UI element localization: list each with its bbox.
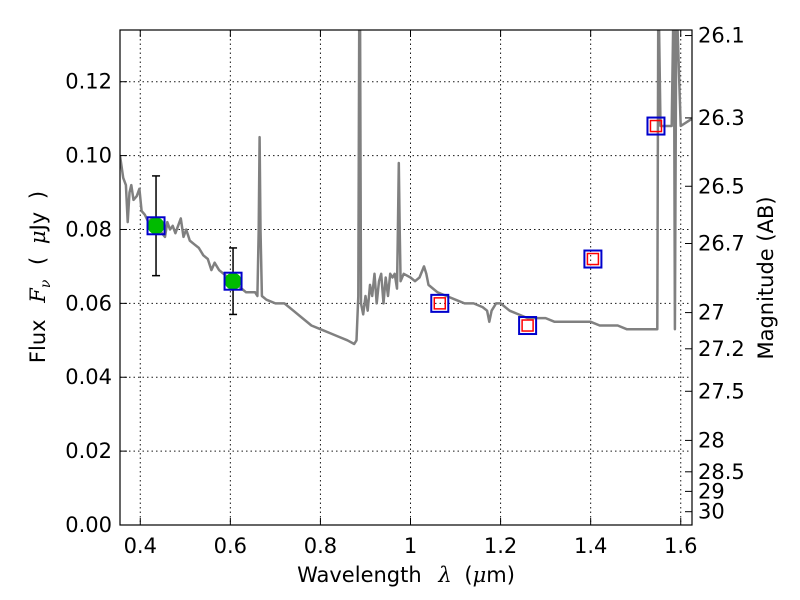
y2-tick-label: 29 [698,479,725,503]
model-fit-square [649,119,663,133]
x-axis-label-symbol: λ [437,563,451,587]
model-band-square [430,293,450,313]
x-tick-label: 1 [404,534,417,558]
x-axis-label-unit-open: ( [464,563,472,587]
y2-tick-label: 28 [698,428,725,452]
model-band-square [223,271,243,291]
y-tick-label: 0.06 [65,291,112,315]
y-axis-label-unit-open: ( [26,257,50,265]
y2-tick-label: 27.5 [698,379,745,403]
x-tick-label: 1.4 [574,534,607,558]
y-axis-label-subscript: ν [38,279,54,288]
y-tick-label: 0.00 [65,513,112,537]
model-band-square [583,249,603,269]
y2-tick-label: 26.7 [698,232,745,256]
plot-area [120,30,692,346]
y2-tick-label: 27.2 [698,337,745,361]
model-fit-square [586,252,600,266]
photometry-point [147,217,165,235]
plot-frame [119,29,693,526]
y-axis-label: Flux Fν ( μJy ) [26,191,55,363]
model-band-square [146,216,166,236]
y-axis-label-unit-close: ) [26,191,50,199]
y-tick-label: 0.08 [65,217,112,241]
x-tick-label: 1.6 [664,534,697,558]
model-band-square [646,116,666,136]
spectrum-line [120,30,692,346]
y2-axis-label: Magnitude (AB) [754,196,778,359]
y-axis-label-unit-symbol: μ [26,230,50,244]
y2-tick-label: 28.5 [698,460,745,484]
y2-tick-label: 26.3 [698,106,745,130]
y2-tick-label: 26.1 [698,24,745,48]
model-band-square [518,316,538,336]
x-axis-label-unit-close: ) [507,563,515,587]
model-fit-square [521,319,534,332]
x-tick-label: 0.4 [124,534,157,558]
y-tick-label: 0.02 [65,439,112,463]
ticks: 0.4 0.6 0.8 1 1.2 1.4 1.6 0.00 0.02 0.04 0.06 0.08 0… [65,24,745,558]
photometry-point [224,272,242,290]
y-axis-label-symbol: F [26,287,50,304]
model-fit-square [433,297,447,310]
y-tick-label: 0.10 [65,144,112,168]
x-axis-label-unit-text: m [486,563,506,587]
x-axis-label-prefix: Wavelength [297,563,422,587]
markers [146,116,666,336]
x-tick-label: 0.6 [214,534,247,558]
y2-tick-label: 30 [698,500,725,524]
x-axis-label-unit-symbol: μ [473,563,487,587]
y-axis-label-unit-text: Jy [26,212,50,233]
x-axis-label: Wavelength λ (μm) [297,563,515,587]
y2-tick-label: 27 [698,301,725,325]
x-tick-label: 0.8 [304,534,337,558]
y-tick-label: 0.04 [65,365,112,389]
y2-tick-label: 26.5 [698,174,745,198]
y-tick-label: 0.12 [65,70,112,94]
x-tick-label: 1.2 [484,534,517,558]
y-axis-label-prefix: Flux [26,319,50,363]
